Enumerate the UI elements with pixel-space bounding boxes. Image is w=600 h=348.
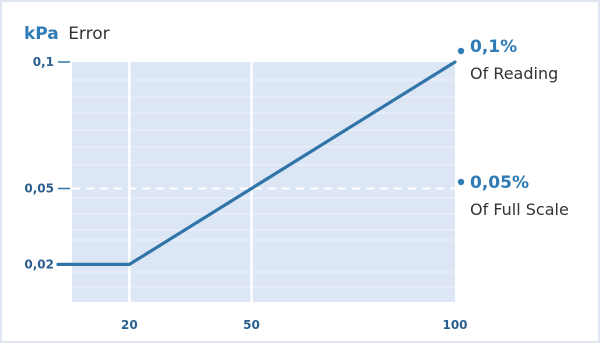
y-tick-label: 0,05: [24, 182, 54, 196]
x-tick-label: 50: [243, 318, 260, 332]
annotation-reading: 0,1% Of Reading: [457, 37, 558, 83]
annotation-fullscale: 0,05% Of Full Scale: [457, 173, 569, 219]
y-axis-label: Error: [68, 24, 109, 44]
x-tick-label: 20: [121, 318, 138, 332]
y-axis-unit: kPa: [24, 24, 59, 44]
annotation-fullscale-label: Of Full Scale: [470, 200, 569, 219]
annotation-reading-dot: [457, 47, 465, 55]
annotation-reading-value: 0,1%: [470, 37, 517, 57]
annotation-reading-label: Of Reading: [470, 64, 558, 83]
annotation-fullscale-dot: [457, 178, 465, 186]
major-grid: [128, 62, 253, 302]
series-layer: [56, 60, 457, 266]
y-tick-label: 0,02: [24, 257, 54, 271]
x-tick-label: 100: [442, 318, 467, 332]
y-axis-title: kPa Error: [24, 24, 110, 44]
error-series-line: [56, 60, 457, 266]
tick-layer: 0,1 0,05 0,02 20 50 100: [24, 55, 467, 332]
minor-grid: [72, 79, 455, 288]
annotation-fullscale-value: 0,05%: [470, 173, 529, 193]
y-tick-label: 0,1: [33, 55, 54, 69]
